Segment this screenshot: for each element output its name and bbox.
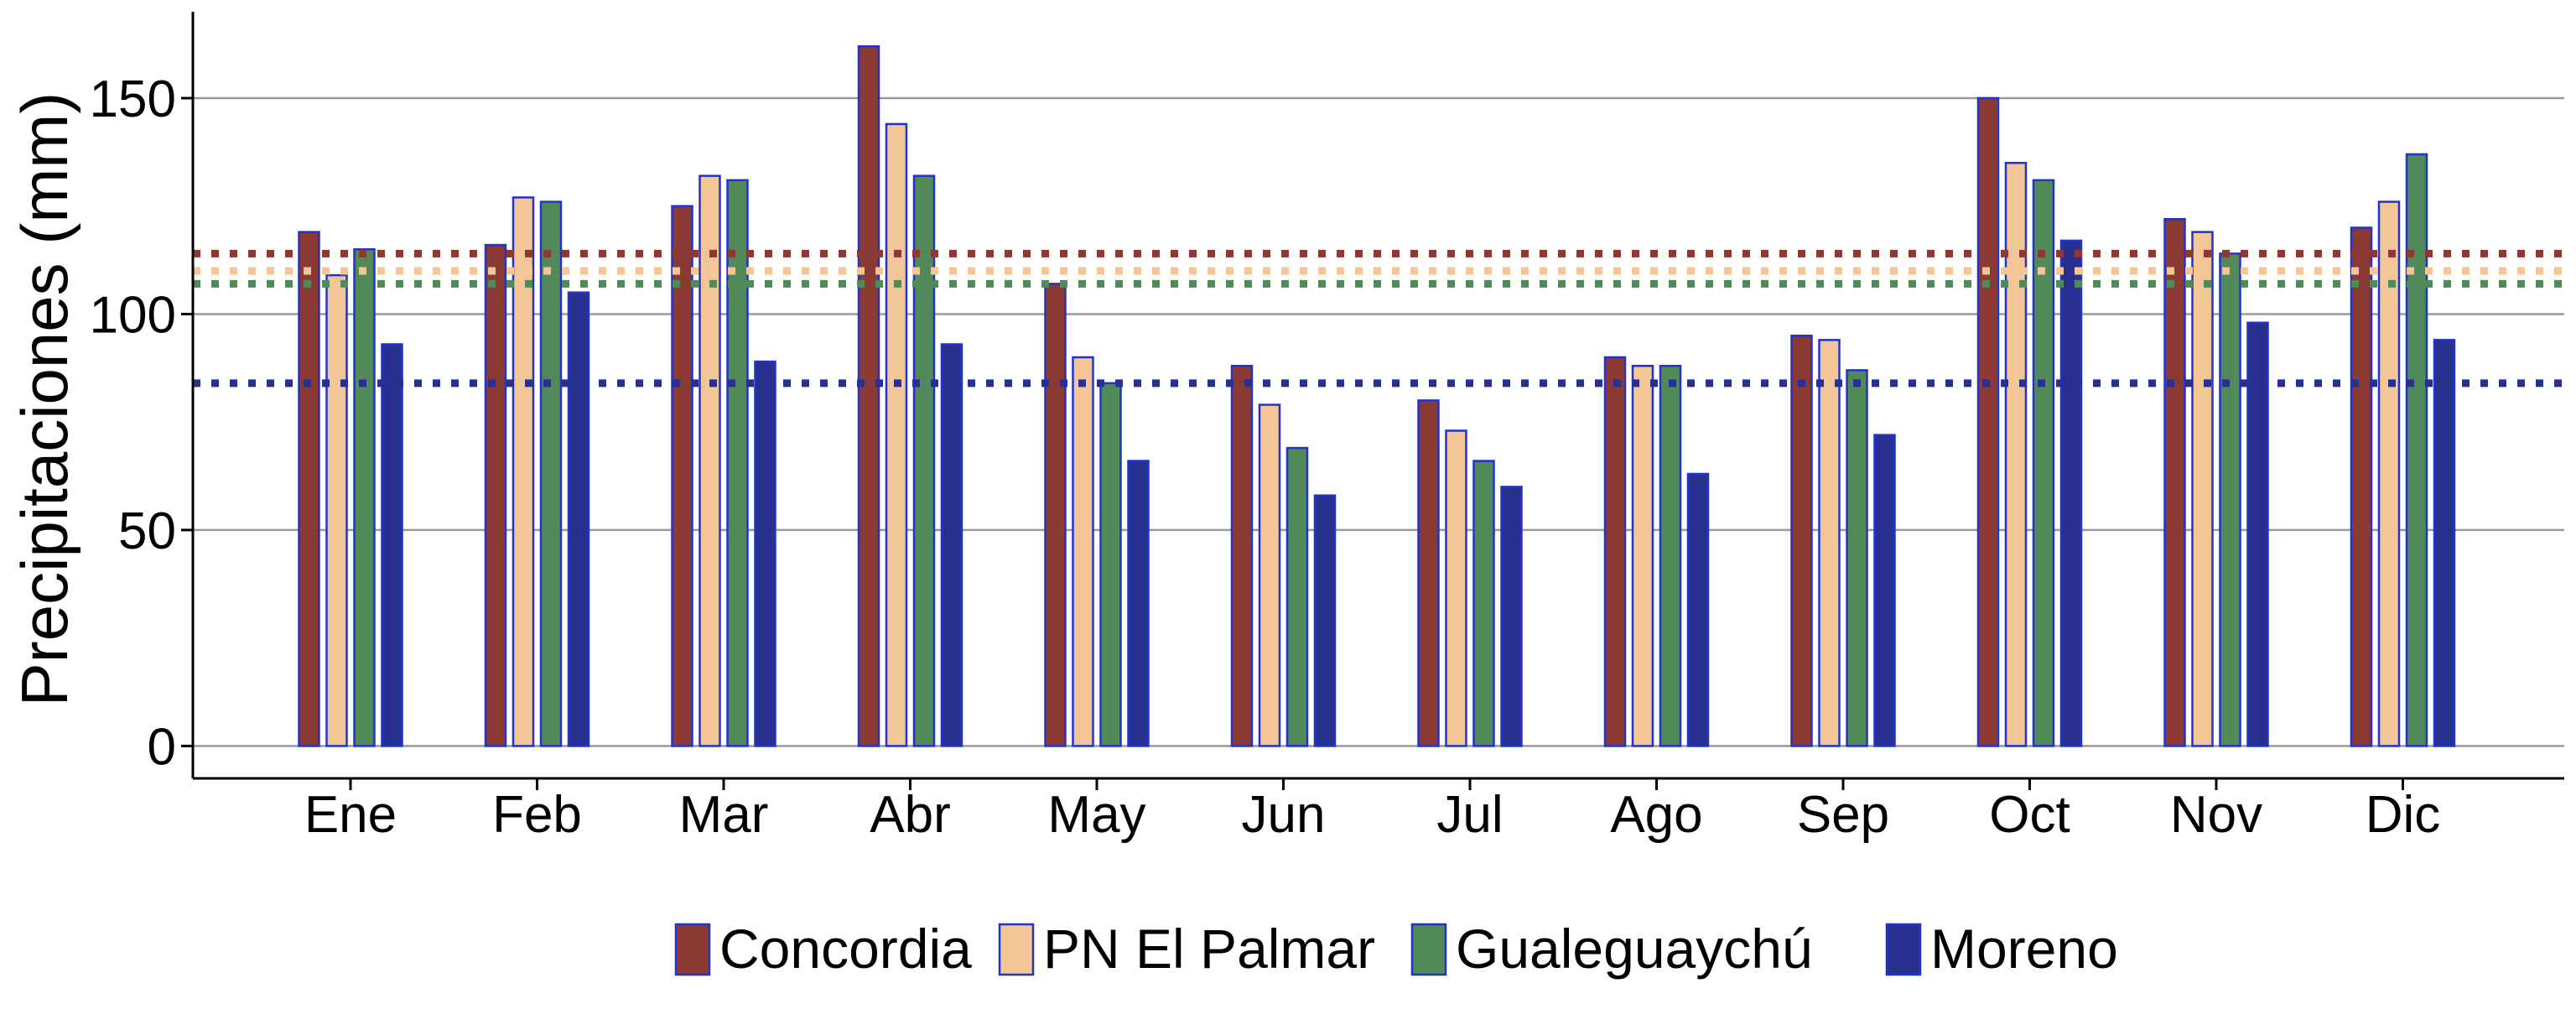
bar-nov-0 xyxy=(2163,217,2186,747)
bar-dic-2 xyxy=(2405,153,2428,747)
bar-ago-0 xyxy=(1603,356,1627,747)
bar-ago-2 xyxy=(1659,364,1682,747)
legend-item-1[interactable]: PN El Palmar xyxy=(998,918,1375,980)
bar-mar-1 xyxy=(699,174,721,747)
bar-jul-3 xyxy=(1500,486,1523,747)
legend-swatch xyxy=(1410,923,1447,976)
legend-label: PN El Palmar xyxy=(1043,918,1375,980)
x-tick-label: Ago xyxy=(1610,786,1702,844)
legend-swatch xyxy=(1885,923,1922,976)
bar-jun-3 xyxy=(1313,494,1337,747)
x-tick-label: Sep xyxy=(1797,786,1889,844)
x-tick-label: Mar xyxy=(679,786,769,844)
bar-ago-1 xyxy=(1631,364,1654,747)
bar-feb-0 xyxy=(484,243,507,747)
bar-oct-2 xyxy=(2032,179,2055,747)
bar-jul-0 xyxy=(1417,399,1440,747)
x-tick-label: Jul xyxy=(1436,786,1503,844)
bar-dic-3 xyxy=(2433,339,2456,747)
x-tick-label: May xyxy=(1047,786,1145,844)
bar-nov-2 xyxy=(2219,252,2241,747)
y-axis-title: Precipitaciones (mm) xyxy=(8,92,81,707)
bar-mar-0 xyxy=(671,205,693,747)
bar-sep-0 xyxy=(1790,334,1813,747)
bar-sep-1 xyxy=(1818,339,1841,747)
legend-item-0[interactable]: Concordia xyxy=(674,918,972,980)
legend[interactable]: Concordia PN El Palmar Gualeguaychú Moreno xyxy=(674,918,2118,980)
y-tick-label: 0 xyxy=(148,718,176,776)
bar-ago-3 xyxy=(1686,472,1710,747)
bar-may-1 xyxy=(1072,356,1094,747)
bar-dic-0 xyxy=(2350,226,2373,747)
axes: 0 50 100 150 Ene Feb Mar Abr May Jun Jul Ago Sep Oct N… xyxy=(8,12,2564,844)
bar-sep-2 xyxy=(1846,369,1868,747)
x-tick-label: Abr xyxy=(870,786,950,844)
bar-oct-0 xyxy=(1976,96,2000,747)
bar-abr-2 xyxy=(912,174,936,747)
bar-mar-2 xyxy=(726,179,749,747)
bar-jun-2 xyxy=(1285,446,1309,747)
bar-jul-1 xyxy=(1445,429,1467,747)
bar-jul-2 xyxy=(1472,460,1495,747)
bar-nov-1 xyxy=(2191,231,2214,747)
bar-feb-3 xyxy=(567,291,590,747)
bar-jun-1 xyxy=(1258,403,1281,747)
bar-nov-3 xyxy=(2246,321,2269,747)
x-tick-label: Dic xyxy=(2366,786,2441,844)
mean-reference-lines xyxy=(193,249,2564,388)
bar-abr-1 xyxy=(885,122,908,747)
bar-jun-0 xyxy=(1230,364,1254,747)
legend-swatch xyxy=(674,923,711,976)
bar-feb-1 xyxy=(512,196,535,747)
bar-abr-3 xyxy=(940,343,963,747)
bar-may-2 xyxy=(1099,382,1122,747)
legend-item-3[interactable]: Moreno xyxy=(1885,918,2118,980)
legend-label: Moreno xyxy=(1930,918,2118,980)
y-tick-label: 50 xyxy=(118,502,176,560)
x-tick-label: Ene xyxy=(304,786,397,844)
legend-label: Concordia xyxy=(719,918,972,980)
bar-abr-0 xyxy=(857,44,880,747)
bar-feb-2 xyxy=(539,200,563,747)
bar-ene-3 xyxy=(381,343,403,747)
x-tick-label: Oct xyxy=(1989,786,2070,844)
bar-ene-0 xyxy=(298,231,320,747)
bar-oct-3 xyxy=(2059,239,2083,747)
bar-may-3 xyxy=(1127,460,1150,747)
bars xyxy=(298,44,2456,747)
x-tick-label: Jun xyxy=(1242,786,1326,844)
bar-mar-3 xyxy=(754,360,776,747)
bar-ene-1 xyxy=(325,273,348,747)
bar-ene-2 xyxy=(353,247,376,747)
x-tick-label: Feb xyxy=(492,786,582,844)
bar-oct-1 xyxy=(2004,161,2028,747)
legend-swatch xyxy=(998,923,1035,976)
bar-sep-3 xyxy=(1873,434,1896,747)
legend-label: Gualeguaychú xyxy=(1456,918,1813,980)
y-tick-label: 100 xyxy=(90,286,176,344)
bar-dic-1 xyxy=(2377,200,2401,747)
y-tick-label: 150 xyxy=(90,70,176,128)
bar-may-0 xyxy=(1044,283,1067,747)
x-tick-label: Nov xyxy=(2170,786,2262,844)
legend-item-2[interactable]: Gualeguaychú xyxy=(1410,918,1813,980)
